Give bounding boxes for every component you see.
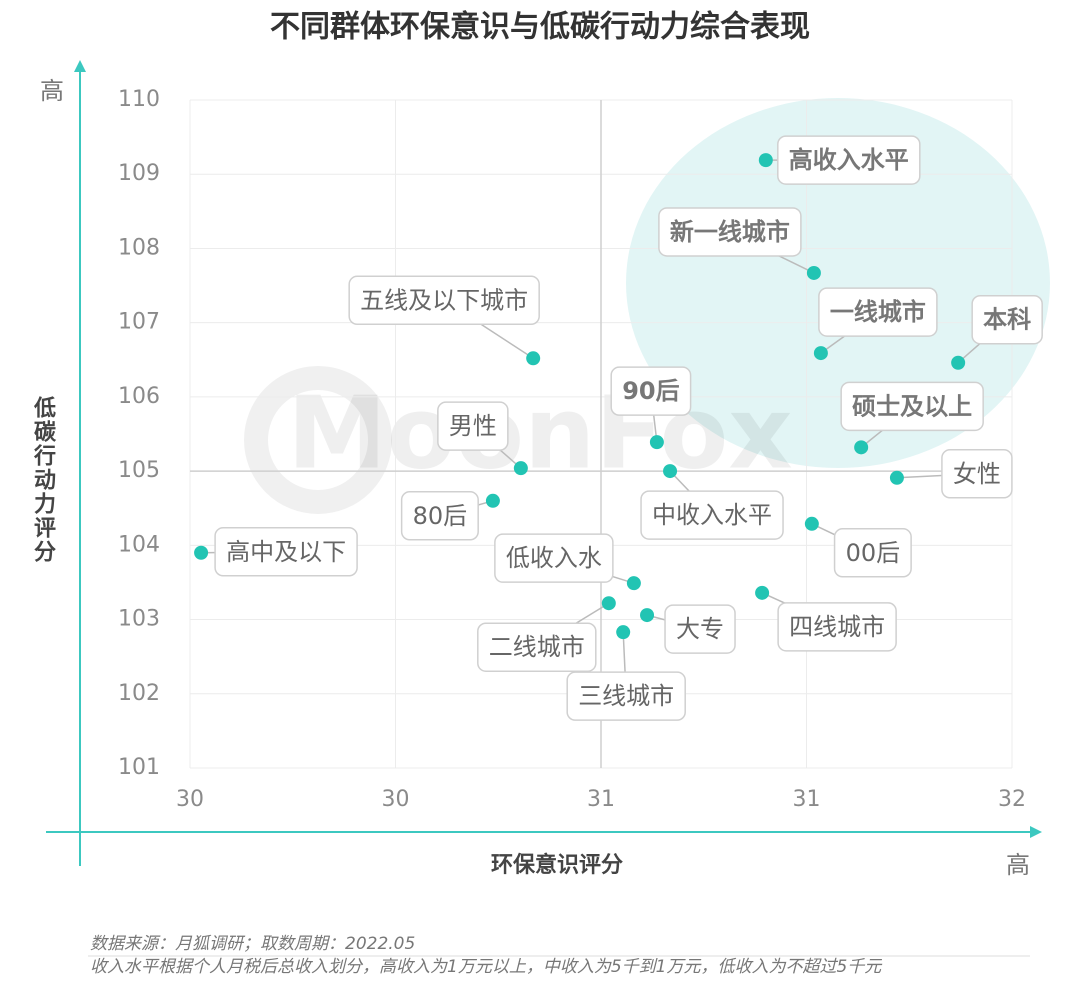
x-tick-label: 32	[998, 787, 1026, 812]
point-label: 低收入水	[506, 544, 602, 572]
label-box	[477, 622, 597, 672]
label-box	[640, 490, 784, 540]
point	[626, 576, 641, 591]
watermark-logo	[244, 366, 392, 514]
highlight-area	[626, 98, 1050, 468]
y-tick-label: 110	[118, 87, 160, 112]
point-label: 高中及以下	[226, 538, 346, 566]
y-tick-label: 109	[118, 161, 160, 186]
x-high: 高	[1006, 851, 1030, 879]
chart-title: 不同群体环保意识与低碳行动力综合表现	[270, 10, 810, 45]
y-high: 高	[40, 77, 64, 105]
point-label: 五线及以下城市	[360, 286, 528, 314]
label-box	[658, 207, 802, 257]
point	[616, 625, 631, 640]
point	[526, 351, 541, 366]
point	[758, 153, 773, 168]
label-box	[214, 527, 358, 577]
y-tick-label: 105	[118, 458, 160, 483]
x-tick-label: 30	[382, 787, 410, 812]
arrow-head	[1030, 826, 1042, 838]
point-label: 高收入水平	[789, 146, 909, 174]
point	[813, 346, 828, 361]
label-box	[777, 602, 897, 652]
label-box	[840, 381, 984, 432]
point	[513, 461, 528, 476]
y-tick-label: 106	[118, 384, 160, 409]
y-tick-label: 103	[118, 607, 160, 632]
label-box	[566, 671, 686, 721]
point	[889, 470, 904, 485]
point-label: 女性	[953, 460, 1001, 488]
y-axis-title: 低碳行动力评分	[30, 396, 57, 564]
note: 收入水平根据个人月税后总收入划分，高收入为1万元以上，中收入为5千到1万元，低收…	[90, 957, 883, 977]
point	[640, 608, 655, 623]
label-box	[437, 401, 509, 451]
label-box	[664, 604, 736, 654]
point-label: 大专	[676, 615, 724, 643]
point-label: 本科	[983, 306, 1031, 334]
point	[485, 493, 500, 508]
label-box	[818, 287, 938, 337]
y-tick-label: 101	[118, 755, 160, 780]
point	[194, 545, 209, 560]
point	[951, 355, 966, 370]
point	[854, 440, 869, 455]
point-label: 中收入水平	[652, 501, 772, 529]
y-tick-label: 102	[118, 681, 160, 706]
y-tick-label: 107	[118, 310, 160, 335]
point-label: 00后	[846, 539, 901, 567]
arrow-head	[74, 60, 86, 72]
y-tick-label: 108	[118, 235, 160, 260]
note: 数据来源：月狐调研；取数周期：2022.05	[90, 934, 415, 954]
point	[806, 265, 821, 280]
label-box	[777, 135, 921, 185]
point	[755, 585, 770, 600]
point	[649, 435, 664, 450]
label-box	[941, 449, 1013, 499]
x-axis-title: 环保意识评分	[491, 852, 623, 878]
label-box	[400, 491, 479, 541]
label-box	[610, 366, 692, 416]
point-label: 80后	[413, 502, 468, 530]
point-label: 四线城市	[789, 613, 885, 641]
label-box	[971, 294, 1043, 345]
point-label: 硕士及以上	[852, 392, 972, 420]
point-label: 新一线城市	[670, 218, 790, 246]
point	[601, 596, 616, 611]
x-tick-label: 31	[793, 787, 821, 812]
point	[804, 516, 819, 531]
label-box	[494, 533, 614, 583]
x-tick-label: 30	[176, 787, 204, 812]
label-box	[833, 528, 912, 578]
x-tick-label: 31	[587, 787, 615, 812]
label-box	[348, 275, 540, 326]
point-label: 男性	[449, 412, 497, 440]
point	[663, 464, 678, 479]
point-label: 一线城市	[830, 298, 926, 326]
y-tick-label: 104	[118, 532, 160, 557]
point-label: 90后	[622, 377, 679, 405]
point-label: 二线城市	[489, 633, 585, 661]
point-label: 三线城市	[578, 682, 674, 710]
